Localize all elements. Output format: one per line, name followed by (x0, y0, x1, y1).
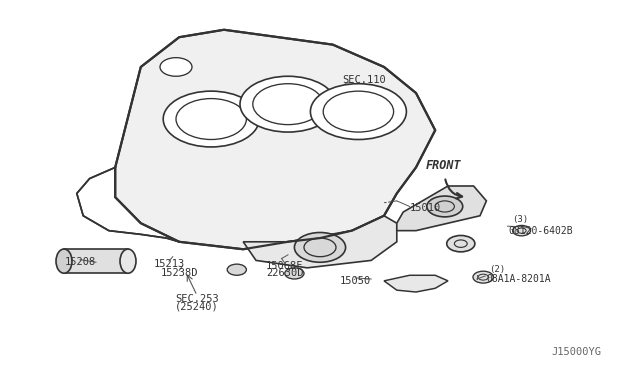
Text: 15068F: 15068F (266, 261, 303, 271)
Ellipse shape (120, 249, 136, 273)
Text: 15050: 15050 (340, 276, 371, 286)
Circle shape (473, 271, 493, 283)
Text: 08A1A-8201A: 08A1A-8201A (486, 274, 551, 284)
Text: 15238D: 15238D (161, 269, 198, 278)
Circle shape (160, 58, 192, 76)
Text: 15213: 15213 (154, 259, 185, 269)
Text: (3): (3) (512, 215, 528, 224)
Text: (25240): (25240) (175, 302, 219, 312)
Circle shape (310, 84, 406, 140)
Text: 22630D: 22630D (266, 269, 303, 278)
Text: FRONT: FRONT (426, 159, 461, 172)
Circle shape (163, 91, 259, 147)
Circle shape (447, 235, 475, 252)
Text: SEC.110: SEC.110 (342, 75, 386, 85)
Polygon shape (384, 275, 448, 292)
Circle shape (240, 76, 336, 132)
Text: SEC.253: SEC.253 (175, 295, 219, 304)
Text: 15010: 15010 (410, 203, 441, 213)
Ellipse shape (56, 249, 72, 273)
Circle shape (227, 264, 246, 275)
Circle shape (513, 225, 531, 236)
Text: 15208: 15208 (65, 257, 95, 267)
Polygon shape (397, 186, 486, 231)
Circle shape (427, 196, 463, 217)
Text: J15000YG: J15000YG (552, 347, 602, 356)
Polygon shape (115, 30, 435, 249)
Polygon shape (243, 216, 397, 268)
Bar (64, 249, 128, 273)
Circle shape (285, 268, 304, 279)
Text: (2): (2) (490, 265, 506, 274)
Circle shape (294, 232, 346, 262)
Text: 08120-6402B: 08120-6402B (509, 226, 573, 235)
